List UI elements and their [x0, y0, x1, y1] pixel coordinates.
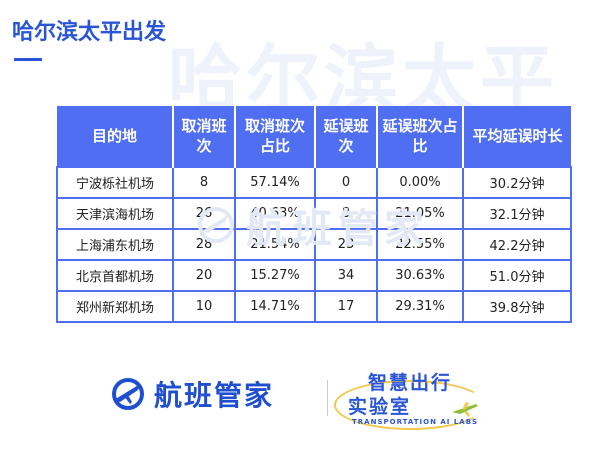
cell-destination: 北京首都机场 [56, 259, 174, 292]
cell-delayed: 17 [314, 290, 378, 323]
cell-destination: 上海浦东机场 [56, 228, 174, 261]
cell-avg-delay: 30.2分钟 [462, 166, 572, 199]
cell-delayed-ratio: 21.05% [376, 197, 464, 230]
cell-delayed-ratio: 29.31% [376, 290, 464, 323]
cell-avg-delay: 42.2分钟 [462, 228, 572, 261]
cell-delayed: 23 [314, 228, 378, 261]
airplane-globe-icon [112, 378, 144, 410]
cell-delayed: 0 [314, 166, 378, 199]
brand-name: 航班管家 [154, 379, 275, 412]
page-title: 哈尔滨太平出发 [12, 20, 167, 45]
table-row: 天津滨海机场 26 40.63% 8 21.05% 32.1分钟 [56, 197, 572, 230]
table-row: 宁波栎社机场 8 57.14% 0 0.00% 30.2分钟 [56, 166, 572, 199]
cell-delayed: 34 [314, 259, 378, 292]
table-row: 郑州新郑机场 10 14.71% 17 29.31% 39.8分钟 [56, 290, 572, 323]
cell-destination: 郑州新郑机场 [56, 290, 174, 323]
table-row: 北京首都机场 20 15.27% 34 30.63% 51.0分钟 [56, 259, 572, 292]
table-row: 上海浦东机场 28 21.54% 23 22.55% 42.2分钟 [56, 228, 572, 261]
header-delayed-ratio: 延误班次占比 [376, 106, 463, 167]
cell-delayed-ratio: 30.63% [376, 259, 464, 292]
data-table-container: 目的地 取消班次 取消班次占比 延误班次 延误班次占比 平均延误时长 宁波栎社机… [56, 106, 572, 323]
brand-logo: 航班管家 [110, 374, 274, 414]
header-delayed: 延误班次 [314, 106, 377, 167]
airplane-icon [452, 402, 478, 417]
cell-cancelled: 10 [172, 290, 236, 323]
cell-cancelled: 28 [172, 228, 236, 261]
lab-subtitle: TRANSPORTATION AI LABS [352, 418, 479, 426]
footer-divider [327, 380, 328, 416]
lab-ring-decoration [334, 380, 486, 430]
table-header-row: 目的地 取消班次 取消班次占比 延误班次 延误班次占比 平均延误时长 [57, 106, 571, 167]
cell-avg-delay: 32.1分钟 [462, 197, 572, 230]
lab-name-line1: 智慧出行 [368, 372, 453, 394]
delay-table: 目的地 取消班次 取消班次占比 延误班次 延误班次占比 平均延误时长 宁波栎社机… [56, 106, 572, 323]
cell-cancelled: 20 [172, 259, 236, 292]
cell-cancelled-ratio: 14.71% [234, 290, 316, 323]
header-destination: 目的地 [57, 106, 173, 167]
cell-avg-delay: 51.0分钟 [462, 259, 572, 292]
cell-cancelled-ratio: 57.14% [234, 166, 316, 199]
header-cancelled: 取消班次 [172, 106, 235, 167]
cell-destination: 天津滨海机场 [56, 197, 174, 230]
header-cancelled-ratio: 取消班次占比 [234, 106, 315, 167]
cell-avg-delay: 39.8分钟 [462, 290, 572, 323]
lab-logo: 智慧出行 实验室 TRANSPORTATION AI LABS [334, 362, 490, 434]
cell-cancelled: 26 [172, 197, 236, 230]
cell-delayed-ratio: 0.00% [376, 166, 464, 199]
cell-cancelled-ratio: 40.63% [234, 197, 316, 230]
header-avg-delay: 平均延误时长 [462, 106, 571, 167]
lab-name-line2: 实验室 [348, 396, 412, 418]
cell-delayed: 8 [314, 197, 378, 230]
cell-delayed-ratio: 22.55% [376, 228, 464, 261]
title-underline [14, 58, 42, 61]
cell-cancelled-ratio: 15.27% [234, 259, 316, 292]
cell-cancelled-ratio: 21.54% [234, 228, 316, 261]
cell-destination: 宁波栎社机场 [56, 166, 174, 199]
cell-cancelled: 8 [172, 166, 236, 199]
